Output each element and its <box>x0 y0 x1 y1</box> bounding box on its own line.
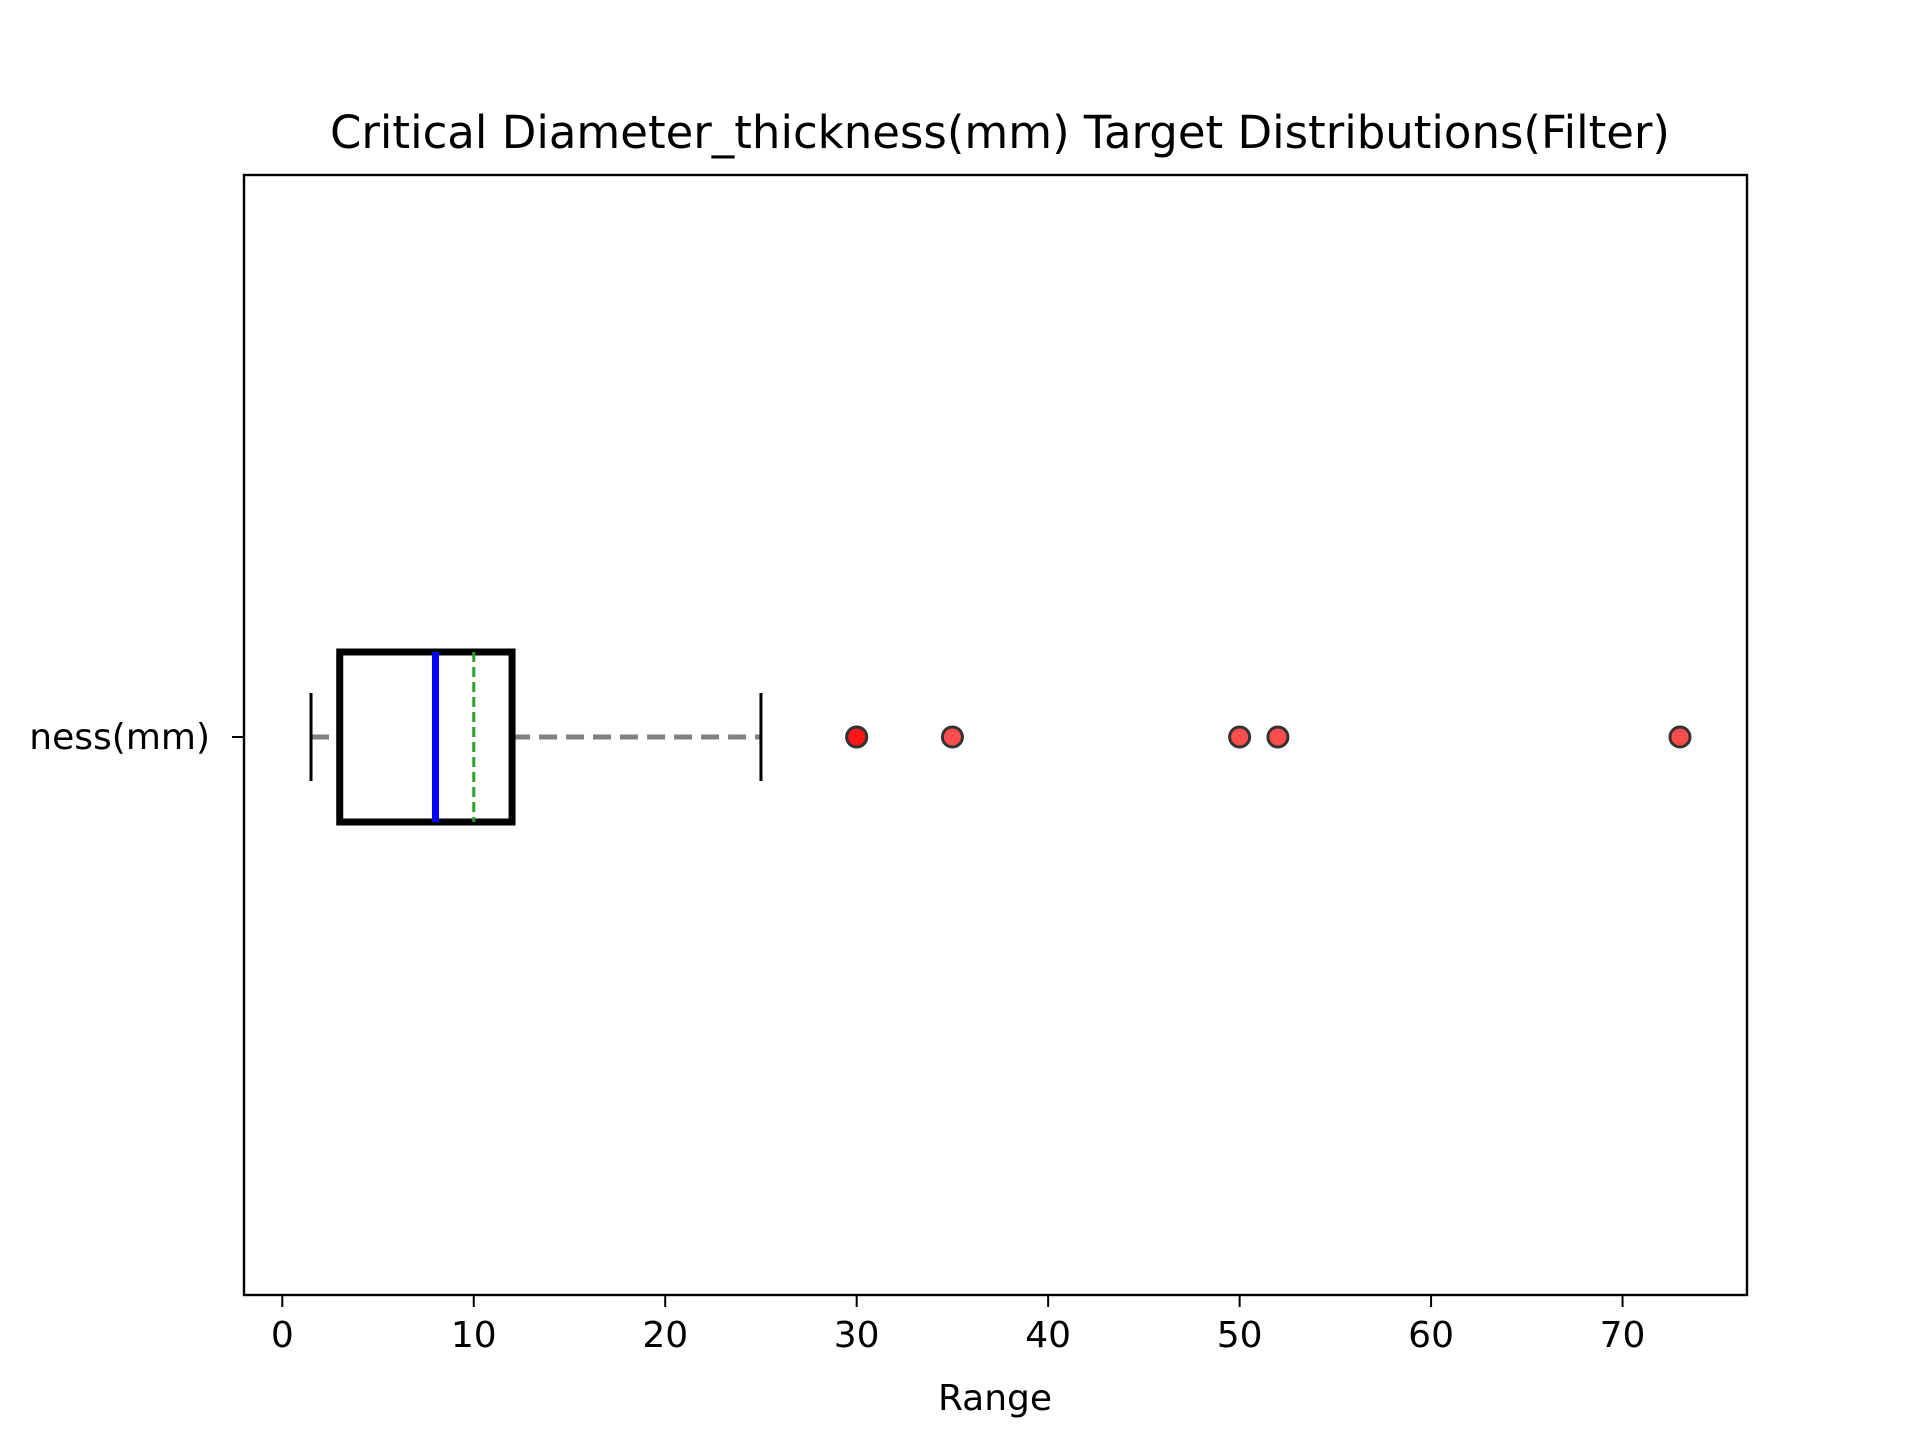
x-tick-label-50: 50 <box>1217 1315 1263 1356</box>
outlier-point-5 <box>1668 725 1692 749</box>
outlier-point-4 <box>1266 725 1290 749</box>
x-tick-label-70: 70 <box>1600 1315 1646 1356</box>
x-axis-layer: 0 10 20 30 40 50 60 70 <box>271 1295 1646 1356</box>
x-axis-label: Range <box>938 1378 1052 1419</box>
outlier-point-2 <box>940 725 964 749</box>
x-tick-label-20: 20 <box>642 1315 688 1356</box>
plot-layer <box>309 648 1692 826</box>
chart-title: Critical Diameter_thickness(mm) Target D… <box>330 106 1670 159</box>
x-tick-label-40: 40 <box>1025 1315 1071 1356</box>
x-tick-label-30: 30 <box>834 1315 880 1356</box>
y-category-label: ness(mm) <box>29 717 210 758</box>
x-tick-label-60: 60 <box>1408 1315 1454 1356</box>
x-tick-label-10: 10 <box>451 1315 497 1356</box>
x-tick-label-0: 0 <box>271 1315 294 1356</box>
outlier-point-3 <box>1228 725 1252 749</box>
plot-frame <box>242 173 1749 1297</box>
outlier-point-1 <box>845 725 869 749</box>
iqr-box <box>336 648 516 826</box>
